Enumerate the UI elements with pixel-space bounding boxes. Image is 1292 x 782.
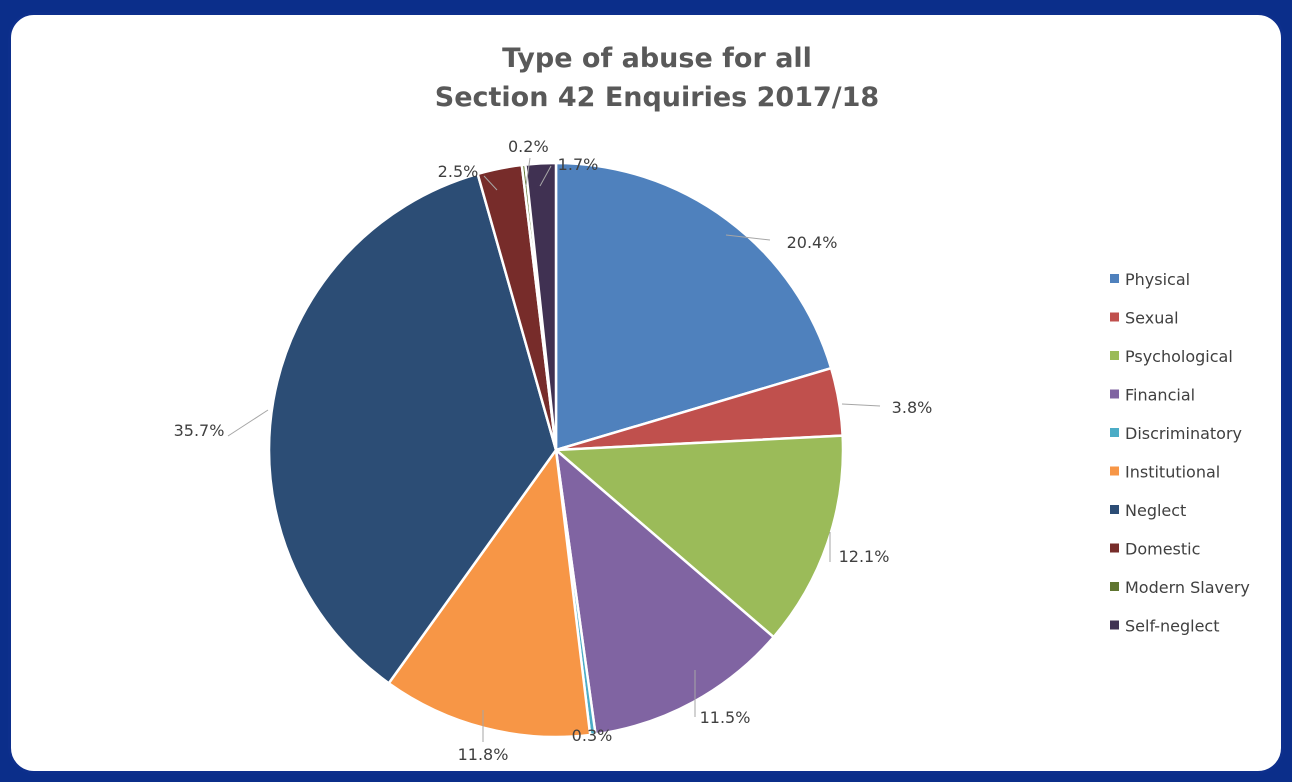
pie-slice-self-neglect	[524, 161, 558, 451]
legend-label-modern-slavery: Modern Slavery	[1125, 578, 1250, 597]
legend-label-self-neglect: Self-neglect	[1125, 617, 1219, 636]
data-labels: 20.4% 3.8% 12.1% 11.5% 0.3% 11.8% 35.7% 2.5% 1.7…	[174, 155, 933, 764]
legend-swatch-psychological	[1110, 351, 1119, 360]
pie-slice-neglect	[267, 172, 558, 685]
pie-slice-financial	[554, 446, 776, 736]
legend-swatch-neglect	[1110, 505, 1119, 514]
data-label-discriminatory: 0.3%	[572, 726, 613, 745]
legend: Physical Sexual Psychological Financial Disc…	[1110, 270, 1250, 636]
legend-swatch-financial	[1110, 389, 1119, 399]
data-label-physical: 20.4%	[787, 233, 838, 252]
pie-slice-physical	[554, 161, 833, 452]
legend-label-sexual: Sexual	[1125, 309, 1179, 328]
legend-swatch-institutional	[1110, 466, 1119, 476]
legend-swatch-physical	[1110, 274, 1119, 283]
chart-title-line-2: Section 42 Enquiries 2017/18	[435, 82, 879, 113]
pie-slice-psychological	[552, 434, 845, 639]
legend-swatch-discriminatory	[1110, 428, 1119, 437]
data-label-sexual: 3.8%	[892, 398, 933, 417]
data-label-domestic: 2.5%	[438, 162, 479, 181]
leader-lines	[227, 157, 881, 742]
legend-swatch-self-neglect	[1110, 620, 1119, 630]
legend-label-neglect: Neglect	[1125, 501, 1186, 520]
leader-line-modern-slavery	[525, 157, 531, 187]
data-label-financial: 11.5%	[700, 708, 751, 727]
leader-line-neglect	[227, 409, 269, 437]
legend-label-financial: Financial	[1125, 386, 1195, 405]
chart-title-line-1: Type of abuse for all	[502, 43, 812, 74]
data-label-modern-slavery: 0.2%	[508, 137, 549, 156]
leader-line-domestic	[483, 175, 498, 191]
data-label-psychological: 12.1%	[839, 547, 890, 566]
legend-swatch-domestic	[1110, 543, 1119, 553]
leader-line-sexual	[841, 403, 881, 407]
legend-swatch-modern-slavery	[1110, 582, 1119, 591]
legend-label-discriminatory: Discriminatory	[1125, 424, 1242, 443]
leader-line-self-neglect	[539, 165, 552, 187]
data-label-institutional: 11.8%	[458, 745, 509, 764]
legend-label-psychological: Psychological	[1125, 347, 1233, 366]
pie-slices	[267, 161, 845, 739]
legend-swatch-sexual	[1110, 312, 1119, 322]
legend-label-domestic: Domestic	[1125, 540, 1200, 559]
pie-slice-institutional	[387, 446, 592, 739]
leader-line-physical	[725, 234, 771, 241]
legend-label-institutional: Institutional	[1125, 463, 1220, 482]
legend-label-physical: Physical	[1125, 270, 1190, 289]
data-label-neglect: 35.7%	[174, 421, 225, 440]
data-label-self-neglect: 1.7%	[558, 155, 599, 174]
